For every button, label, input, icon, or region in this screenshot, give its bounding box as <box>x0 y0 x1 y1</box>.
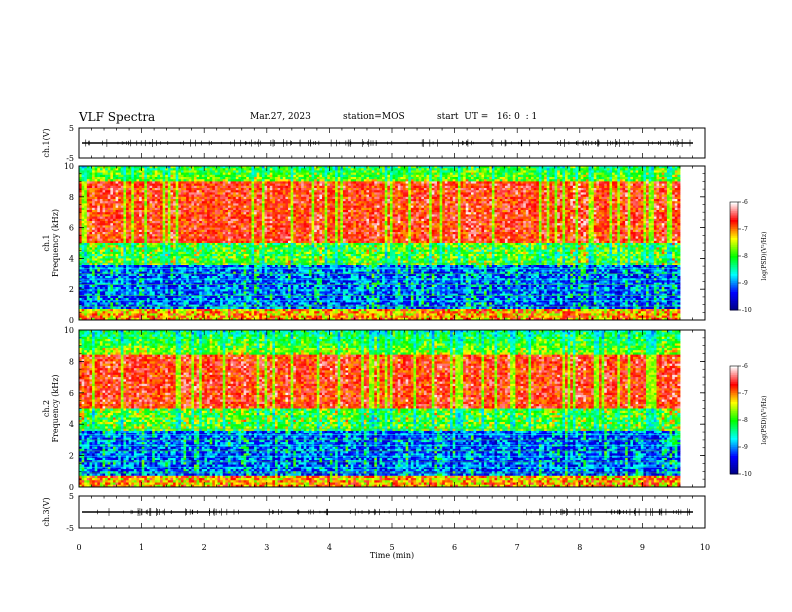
ch1-spectrogram-image <box>79 166 705 320</box>
vlf-figure: -10-9-8-7-6log(PSD)(V²/Hz)-10-9-8-7-6log… <box>0 0 792 612</box>
